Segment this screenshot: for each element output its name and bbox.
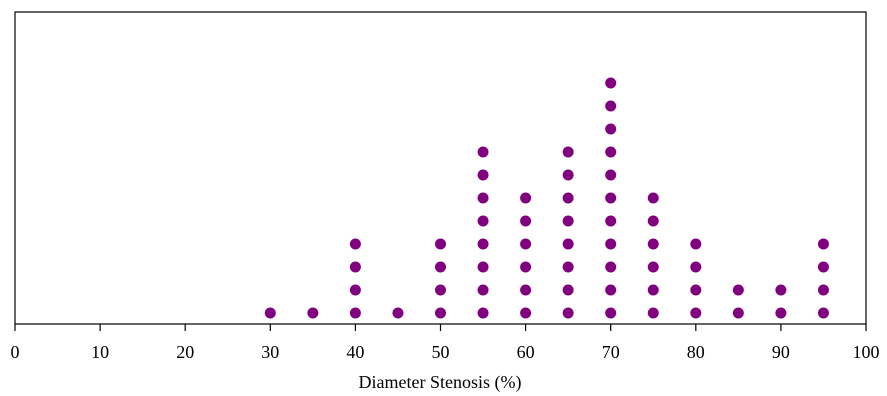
data-dot [817,261,829,273]
data-dot [562,146,574,158]
x-tick-label: 30 [261,342,279,362]
data-dot [605,215,617,227]
data-dot [562,238,574,250]
data-dot [690,307,702,319]
data-dot [605,146,617,158]
x-tick-label: 60 [517,342,535,362]
data-dot [817,307,829,319]
data-dot [477,284,489,296]
data-dot [349,261,361,273]
data-dot [732,284,744,296]
data-dot [520,307,532,319]
data-dot [435,261,446,273]
data-dot [477,146,489,158]
data-dot [520,261,532,273]
x-tick-label: 70 [602,342,620,362]
data-dot [349,238,361,250]
data-dot [435,307,446,319]
data-dot [477,238,489,250]
data-dot [605,261,617,273]
data-dot [775,284,787,296]
x-tick-label: 80 [687,342,705,362]
x-tick-label: 90 [772,342,790,362]
data-dot [605,238,617,250]
data-dot [647,215,659,227]
data-dots [264,77,829,319]
data-dot [605,192,617,204]
x-tick-label: 20 [176,342,194,362]
data-dot [520,284,532,296]
data-dot [562,192,574,204]
data-dot [562,284,574,296]
data-dot [477,261,489,273]
data-dot [392,307,404,319]
data-dot [562,169,574,181]
data-dot [605,77,617,89]
data-dot [605,169,617,181]
data-dot [605,100,617,112]
x-tick-label: 40 [346,342,364,362]
x-axis-title: Diameter Stenosis (%) [359,372,522,393]
data-dot [307,307,319,319]
data-dot [477,169,489,181]
data-dot [477,192,489,204]
data-dot [647,192,659,204]
data-dot [817,238,829,250]
data-dot [605,123,617,135]
data-dot [817,284,829,296]
data-dot [562,307,574,319]
x-tick-label: 0 [11,342,20,362]
data-dot [647,307,659,319]
data-dot [477,307,489,319]
data-dot [520,215,532,227]
data-dot [605,284,617,296]
x-axis-ticks [14,324,867,331]
x-tick-label: 100 [853,342,880,362]
data-dot [435,284,446,296]
x-axis-tick-labels: 0 10 20 30 40 50 60 70 80 90 100 [11,342,880,362]
data-dot [477,215,489,227]
data-dot [349,284,361,296]
data-dot [562,215,574,227]
data-dot [690,238,702,250]
data-dot [435,238,446,250]
x-tick-label: 50 [432,342,450,362]
data-dot [520,192,532,204]
data-dot [647,238,659,250]
data-dot [732,307,744,319]
data-dot [775,307,787,319]
data-dot [690,284,702,296]
data-dot [647,284,659,296]
plot-frame [14,11,867,325]
data-dot [647,261,659,273]
data-dot [520,238,532,250]
data-dot [605,307,617,319]
data-dot [690,261,702,273]
data-dot [264,307,276,319]
x-tick-label: 10 [91,342,109,362]
data-dot [349,307,361,319]
data-dot [562,261,574,273]
